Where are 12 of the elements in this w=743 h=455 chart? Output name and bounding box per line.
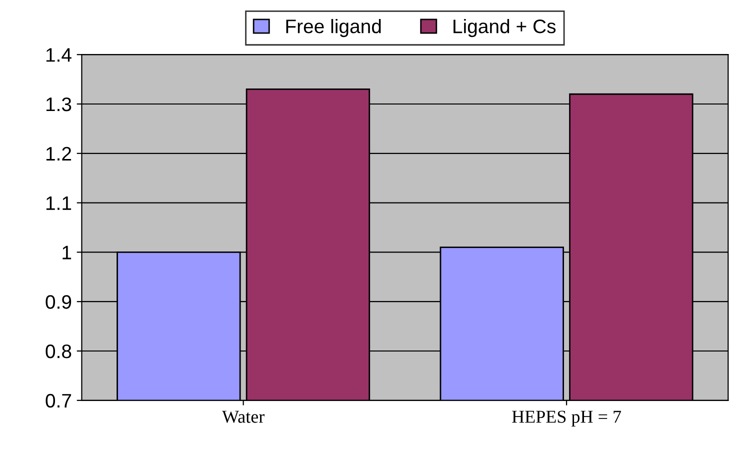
y-tick-label: 1 [62, 246, 72, 260]
x-tick-label: Water [222, 410, 264, 423]
y-tick-label: 0.7 [46, 394, 72, 408]
legend-label: Free ligand [286, 18, 381, 38]
x-tick-label: HEPES pH = 7 [512, 410, 622, 426]
y-tick-label: 0.9 [46, 295, 72, 309]
y-tick-label: 1.2 [46, 146, 72, 160]
y-tick-label: 1.1 [46, 196, 72, 210]
legend-label: Ligand + Cs [454, 18, 556, 38]
y-tick-label: 1.4 [46, 48, 72, 62]
y-tick-label: 0.8 [46, 344, 72, 358]
y-tick-label: 1.3 [46, 97, 72, 112]
